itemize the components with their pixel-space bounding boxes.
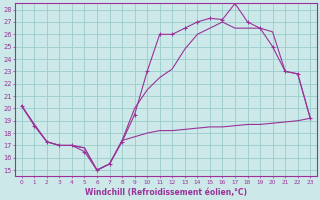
X-axis label: Windchill (Refroidissement éolien,°C): Windchill (Refroidissement éolien,°C) [85,188,247,197]
